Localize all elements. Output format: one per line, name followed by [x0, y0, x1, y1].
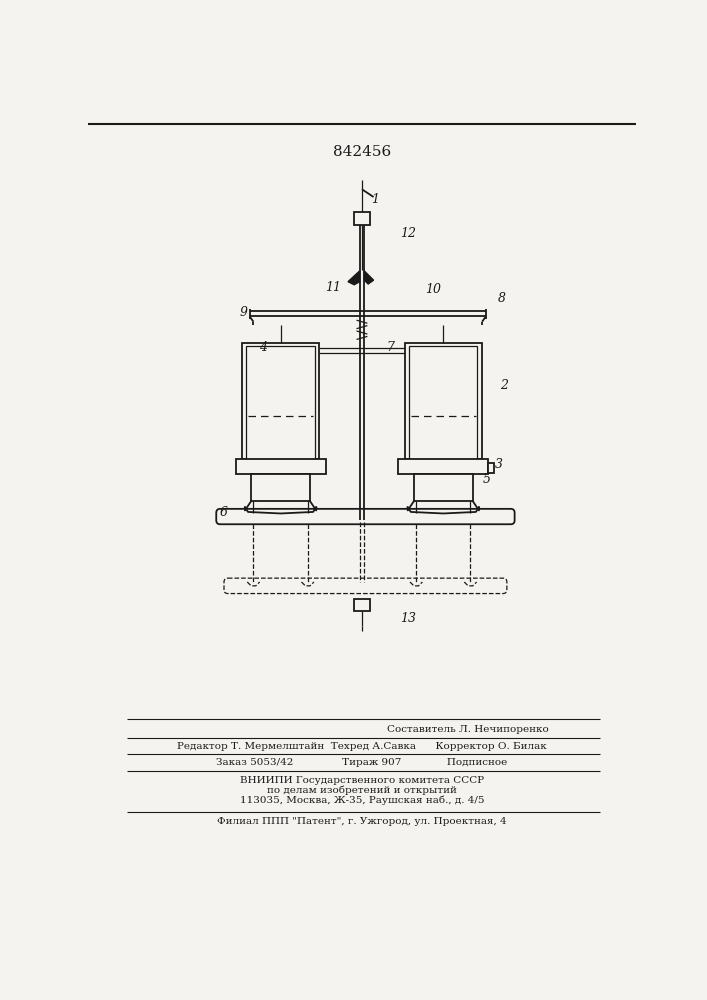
Text: Филиал ППП "Патент", г. Ужгород, ул. Проектная, 4: Филиал ППП "Патент", г. Ужгород, ул. Про…	[217, 817, 507, 826]
Text: 2: 2	[500, 379, 508, 392]
Text: 12: 12	[399, 227, 416, 240]
Text: 8: 8	[498, 292, 506, 305]
Text: ВНИИПИ Государственного комитета СССР: ВНИИПИ Государственного комитета СССР	[240, 776, 484, 785]
Text: 113035, Москва, Ж-35, Раушская наб., д. 4/5: 113035, Москва, Ж-35, Раушская наб., д. …	[240, 796, 484, 805]
Text: 10: 10	[425, 283, 441, 296]
Bar	[398, 459, 489, 474]
Bar	[404, 343, 482, 459]
Text: 7: 7	[387, 341, 395, 354]
Text: 1: 1	[371, 193, 379, 206]
Text: 11: 11	[325, 281, 341, 294]
Text: Составитель Л. Нечипоренко: Составитель Л. Нечипоренко	[387, 725, 549, 734]
Bar	[242, 343, 320, 459]
Text: 5: 5	[483, 473, 491, 486]
Text: 6: 6	[220, 506, 228, 519]
Bar	[235, 459, 325, 474]
Text: 842456: 842456	[333, 145, 391, 159]
Text: Редактор Т. Мермелштайн  Техред А.Савка      Корректор О. Билак: Редактор Т. Мермелштайн Техред А.Савка К…	[177, 742, 547, 751]
Polygon shape	[348, 271, 360, 285]
Bar	[354, 599, 370, 611]
Bar	[414, 474, 473, 501]
Text: 3: 3	[495, 458, 503, 471]
FancyBboxPatch shape	[216, 509, 515, 524]
Bar	[409, 346, 477, 459]
Bar	[354, 212, 370, 225]
Text: Заказ 5053/42               Тираж 907              Подписное: Заказ 5053/42 Тираж 907 Подписное	[216, 758, 508, 767]
Text: по делам изобретений и открытий: по делам изобретений и открытий	[267, 786, 457, 795]
Text: 13: 13	[400, 612, 416, 625]
Polygon shape	[364, 271, 373, 284]
Text: 9: 9	[240, 306, 247, 319]
Bar	[251, 474, 310, 501]
Text: 4: 4	[259, 341, 267, 354]
FancyBboxPatch shape	[224, 578, 507, 594]
Bar	[247, 346, 315, 459]
Bar	[489, 463, 494, 473]
